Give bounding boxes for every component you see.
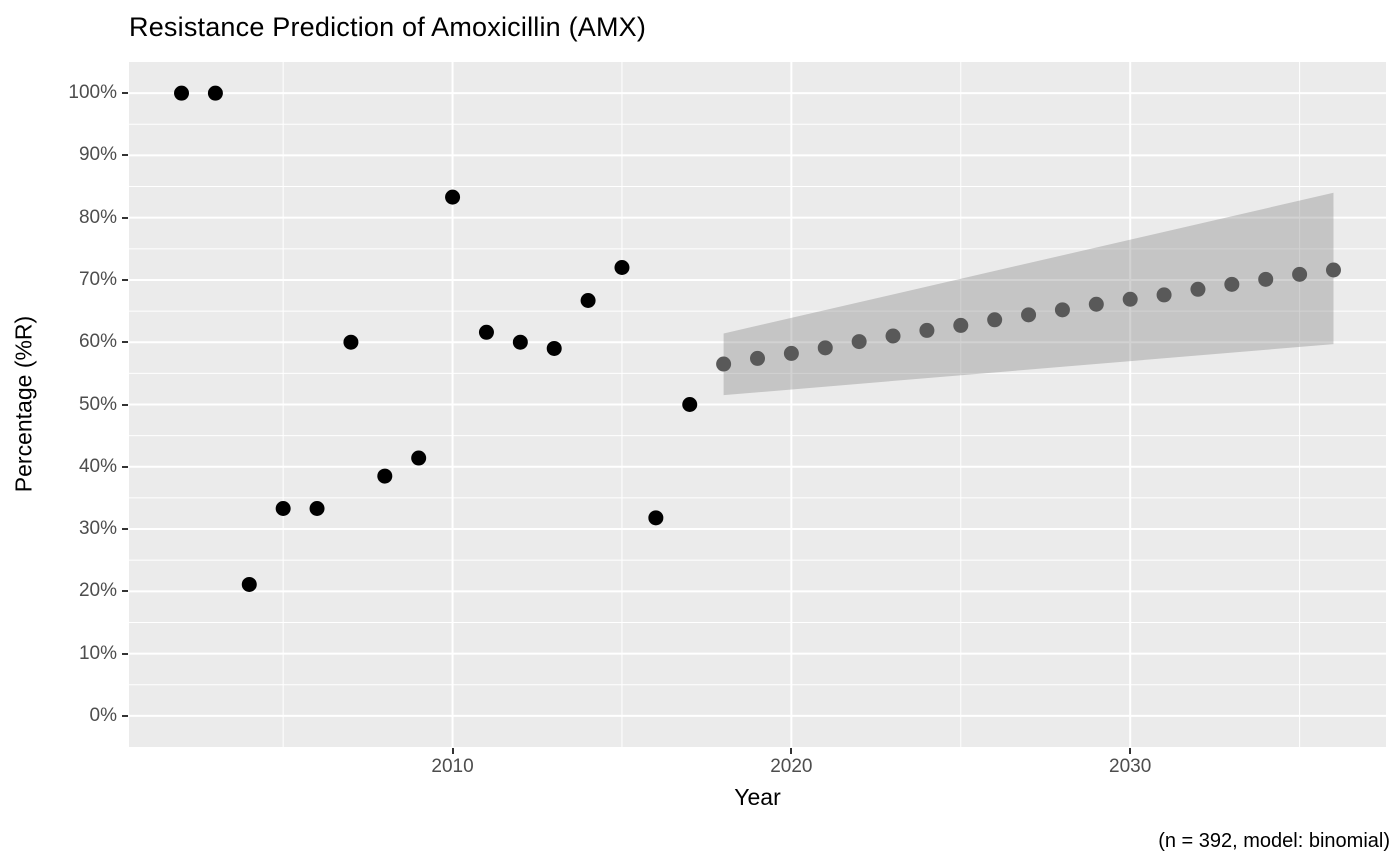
observed-point	[241, 576, 257, 592]
observed-point	[377, 468, 393, 484]
predicted-point	[716, 356, 732, 372]
observed-point	[411, 450, 427, 466]
y-tick-label: 60%	[78, 331, 117, 353]
y-tick-label: 50%	[78, 393, 117, 415]
observed-point	[682, 397, 698, 412]
y-tick-mark	[122, 465, 128, 468]
y-tick-mark	[122, 714, 128, 717]
observed-point	[614, 260, 630, 275]
predicted-point	[1021, 307, 1037, 323]
chart-title: Resistance Prediction of Amoxicillin (AM…	[129, 12, 647, 42]
predicted-point	[1224, 276, 1240, 292]
x-tick-mark	[790, 748, 793, 754]
predicted-point	[783, 345, 799, 361]
y-tick-label: 0%	[89, 704, 117, 726]
y-tick-mark	[122, 341, 128, 344]
predicted-point	[750, 350, 765, 366]
predicted-point	[953, 317, 969, 333]
chart-caption: (n = 392, model: binomial)	[1158, 830, 1390, 852]
x-tick-label: 2020	[770, 756, 813, 777]
prediction-ribbon	[723, 192, 1334, 396]
y-tick-mark	[122, 403, 128, 406]
y-tick-mark	[122, 528, 128, 531]
observed-point	[512, 334, 528, 350]
y-tick-label: 80%	[78, 206, 117, 228]
predicted-point	[919, 322, 935, 338]
y-tick-label: 100%	[68, 82, 117, 104]
y-tick-mark	[122, 278, 128, 281]
observed-point	[343, 334, 359, 350]
y-tick-label: 40%	[78, 455, 117, 477]
y-tick-mark	[122, 590, 128, 593]
x-tick-mark	[1129, 748, 1132, 754]
predicted-point	[987, 312, 1003, 328]
y-tick-mark	[122, 216, 128, 219]
y-tick-mark	[122, 652, 128, 655]
predicted-point	[885, 328, 901, 344]
observed-point	[580, 293, 596, 309]
x-tick-mark	[451, 748, 454, 754]
observed-point	[445, 189, 461, 205]
predicted-point	[1190, 281, 1206, 297]
predicted-point	[817, 340, 833, 356]
plot-svg	[129, 62, 1386, 747]
predicted-point	[1292, 266, 1308, 282]
predicted-point	[1325, 262, 1341, 278]
observed-point	[478, 324, 494, 340]
observed-point	[648, 510, 664, 526]
x-tick-label: 2010	[431, 756, 474, 777]
observed-point	[546, 340, 562, 356]
predicted-point	[1122, 291, 1138, 307]
y-tick-mark	[122, 92, 128, 95]
y-tick-label: 30%	[78, 518, 117, 540]
predicted-point	[851, 334, 867, 350]
predicted-point	[1088, 296, 1104, 312]
observed-point	[174, 85, 190, 101]
predicted-point	[1054, 302, 1070, 318]
x-tick-label: 2030	[1109, 756, 1152, 777]
y-tick-label: 20%	[78, 580, 117, 602]
x-axis-title: Year	[734, 784, 781, 810]
y-tick-label: 90%	[78, 144, 117, 166]
predicted-point	[1156, 287, 1172, 303]
y-tick-mark	[122, 154, 128, 157]
observed-point	[275, 500, 291, 516]
y-tick-label: 70%	[78, 268, 117, 290]
observed-point	[309, 500, 325, 516]
observed-point	[207, 85, 223, 101]
predicted-point	[1258, 271, 1274, 287]
plot-panel	[129, 62, 1386, 747]
y-tick-label: 10%	[78, 642, 117, 664]
